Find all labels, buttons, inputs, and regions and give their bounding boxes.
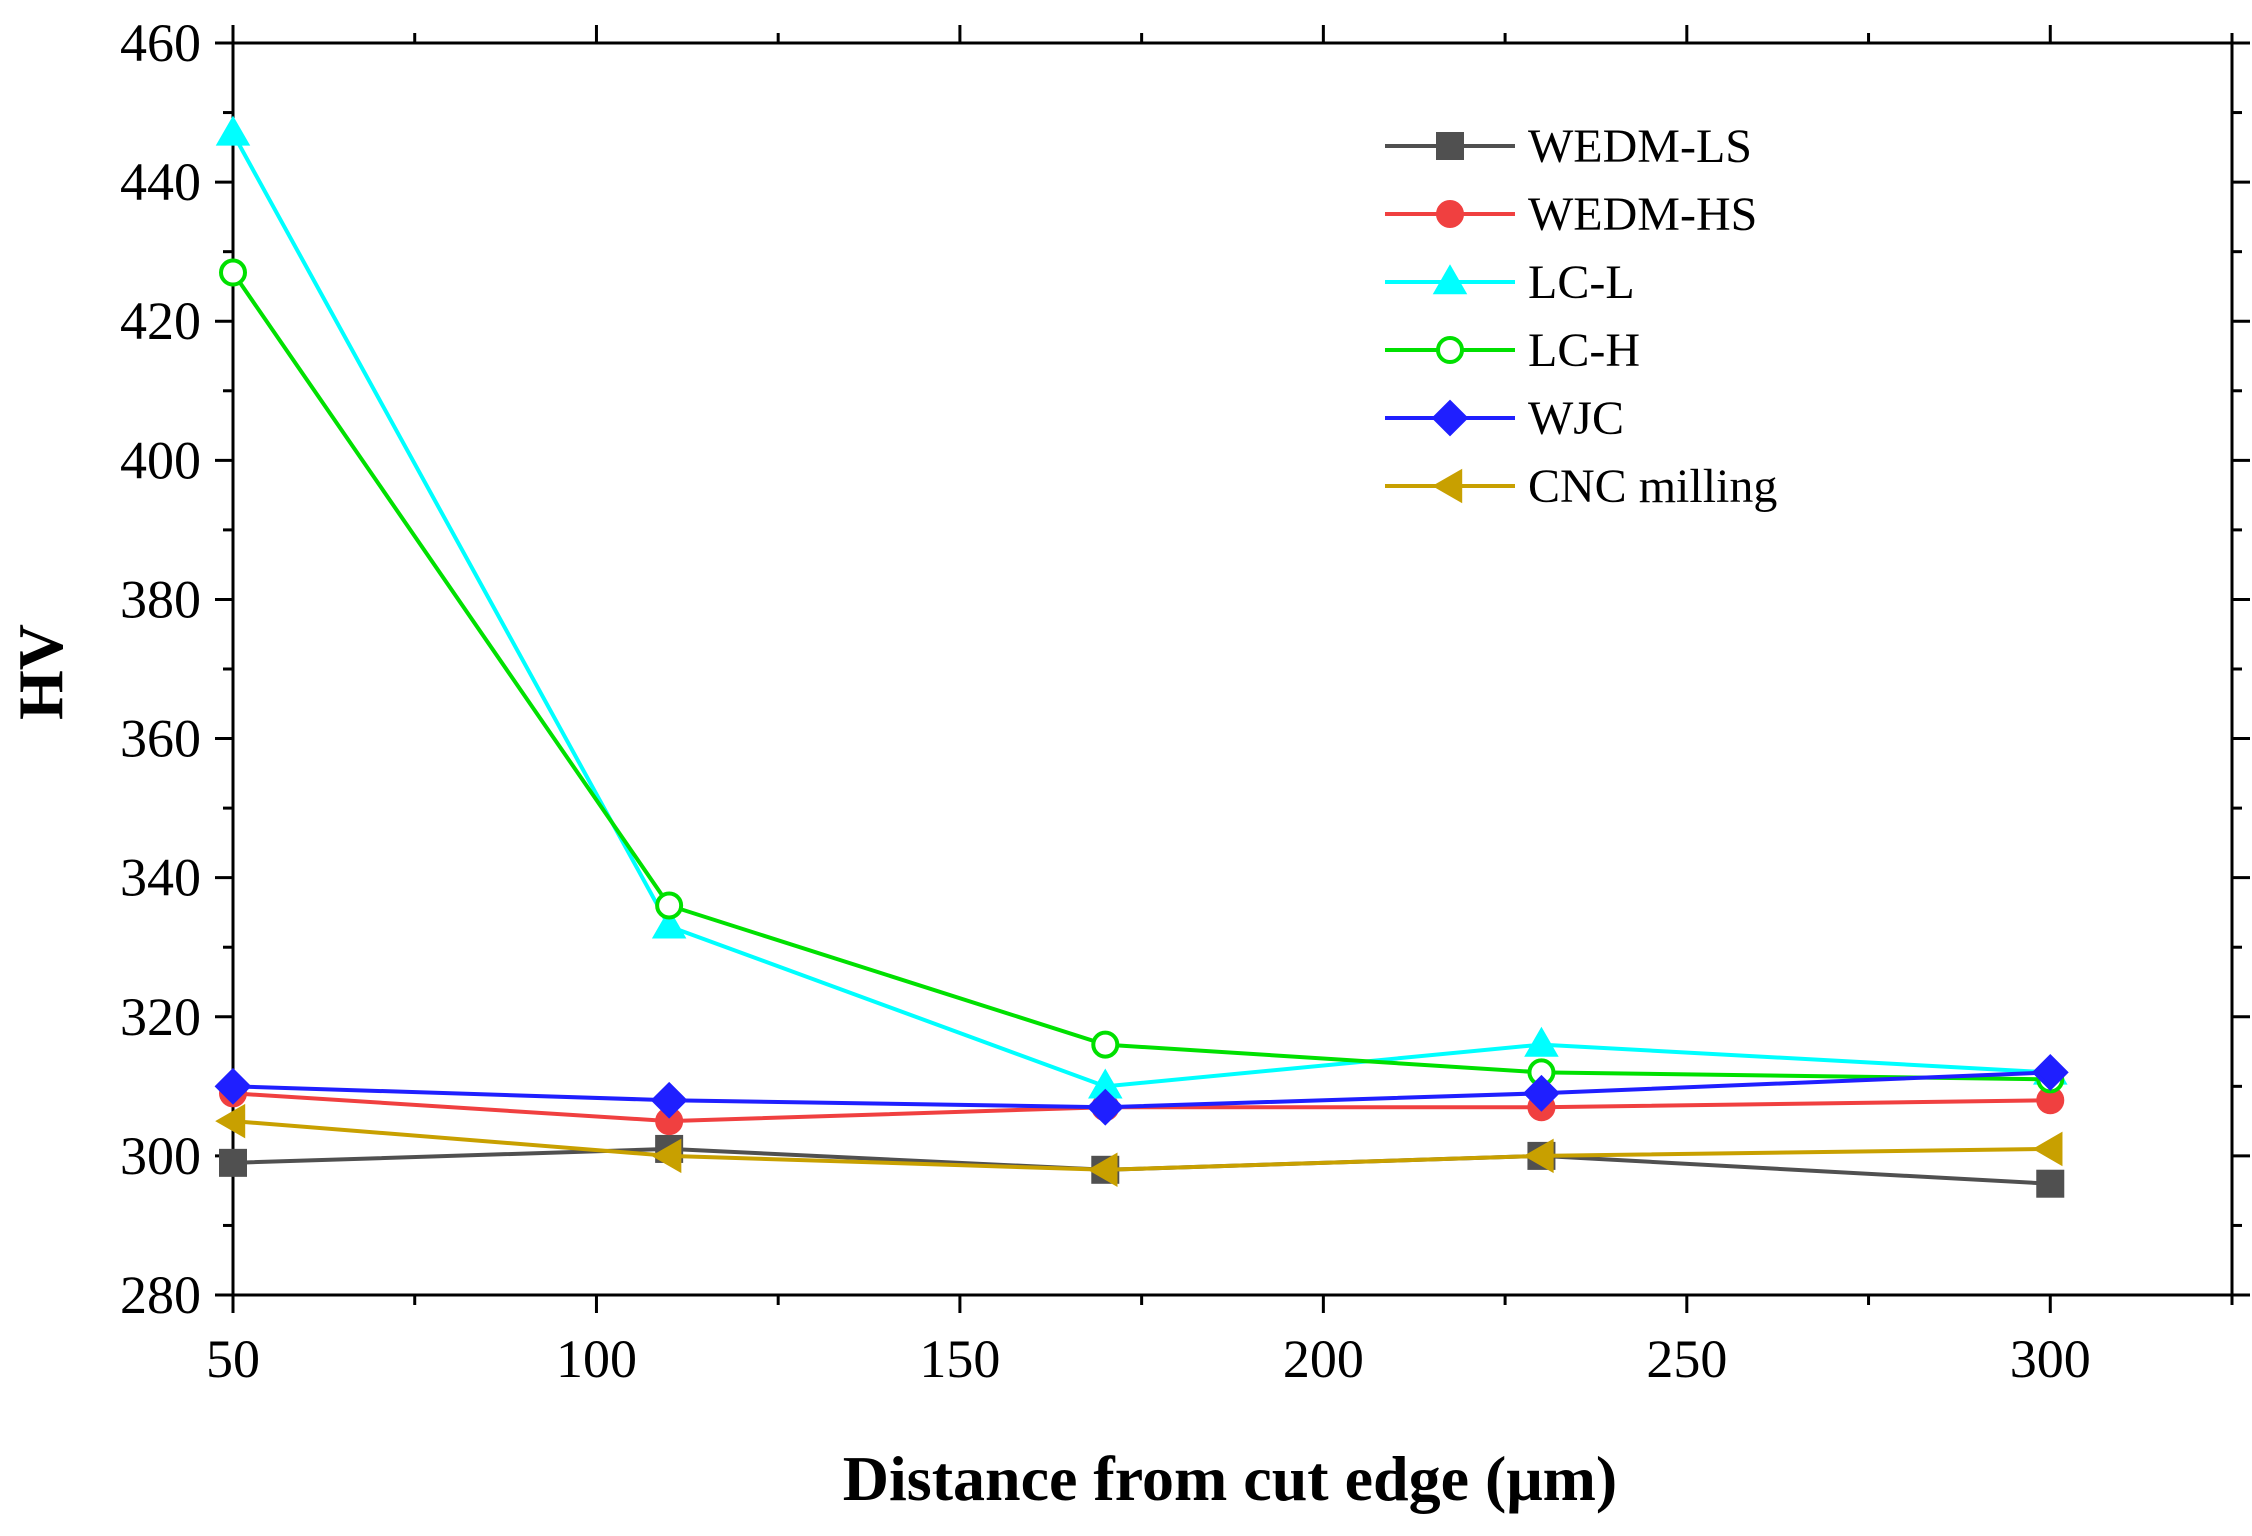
data-point-lc-h [219,258,247,287]
y-tick-label: 360 [120,709,201,769]
x-tick-label: 250 [1646,1329,1727,1389]
data-point-wjc [2031,1053,2069,1091]
x-tick-label: 50 [206,1329,260,1389]
y-tick-label: 440 [120,152,201,212]
series-line-lc-h [231,271,2051,1082]
legend-marker-wedm-hs [1436,200,1464,228]
data-point-cnc-milling [651,1138,682,1174]
series-wedm-ls [219,1134,2065,1198]
legend-marker-lc-h [1436,336,1464,364]
legend-item-wedm-hs: WEDM-HS [1385,188,1757,241]
x-axis-title: Distance from cut edge (μm) [843,1443,1617,1514]
y-axis-title: HV [5,624,76,720]
legend-marker-lc-l [1432,264,1468,295]
x-tick-label: 300 [2010,1329,2091,1389]
x-tick-label: 100 [556,1329,637,1389]
y-tick-label: 380 [120,569,201,629]
data-point-lc-l [215,115,251,146]
series-cnc-milling [215,1103,2063,1188]
legend-item-lc-h: LC-H [1385,324,1640,377]
series-lc-h [219,258,2065,1094]
legend-label-wedm-hs: WEDM-HS [1528,188,1757,241]
data-point-wjc [1086,1088,1124,1126]
data-point-cnc-milling [2032,1131,2063,1167]
series-lc-l [215,115,2068,1099]
x-tick-label: 150 [919,1329,1000,1389]
y-tick-label: 320 [120,987,201,1047]
legend-item-wedm-ls: WEDM-LS [1385,120,1752,173]
legend-label-lc-l: LC-L [1528,256,1635,309]
legend-item-lc-l: LC-L [1385,256,1635,309]
y-tick-label: 460 [120,13,201,73]
legend-item-wjc: WJC [1385,392,1624,445]
legend-marker-cnc-milling [1432,468,1463,504]
legend-label-wjc: WJC [1528,392,1624,445]
axes: 50 100 150 200 250 300 280 300 320 340 360 380 400 42… [120,13,2250,1389]
legend-marker-wedm-ls [1436,132,1464,160]
data-point-cnc-milling [1523,1138,1554,1174]
data-point-lc-h [1091,1030,1120,1059]
x-tick-label: 200 [1283,1329,1364,1389]
series-line-lc-l [231,132,2051,1089]
data-point-lc-l [1524,1026,1559,1057]
y-tick-label: 420 [120,291,201,351]
y-tick-label: 340 [120,848,201,908]
legend-item-cnc-milling: CNC milling [1385,460,1777,513]
y-tick-label: 400 [120,430,201,490]
data-point-cnc-milling [1087,1152,1118,1188]
data-point-wedm-ls [219,1148,247,1177]
legend-label-cnc-milling: CNC milling [1528,460,1777,513]
series-group [214,115,2069,1198]
legend-marker-wjc [1431,399,1469,437]
data-point-wjc [214,1067,252,1105]
legend-label-lc-h: LC-H [1528,324,1640,377]
data-point-wjc [1523,1074,1560,1112]
data-point-cnc-milling [215,1103,246,1139]
series-line-cnc-milling [232,1119,2051,1172]
y-tick-label: 280 [120,1265,201,1325]
data-point-wjc [650,1081,688,1119]
legend: WEDM-LS WEDM-HS LC-L LC-H WJC CNC milling [1385,120,1777,513]
y-tick-label: 300 [120,1126,201,1186]
legend-label-wedm-ls: WEDM-LS [1528,120,1752,173]
data-point-wedm-ls [2036,1169,2065,1198]
series-wjc [214,1053,2069,1126]
data-point-lc-l [651,908,687,939]
data-point-lc-h [655,891,684,920]
